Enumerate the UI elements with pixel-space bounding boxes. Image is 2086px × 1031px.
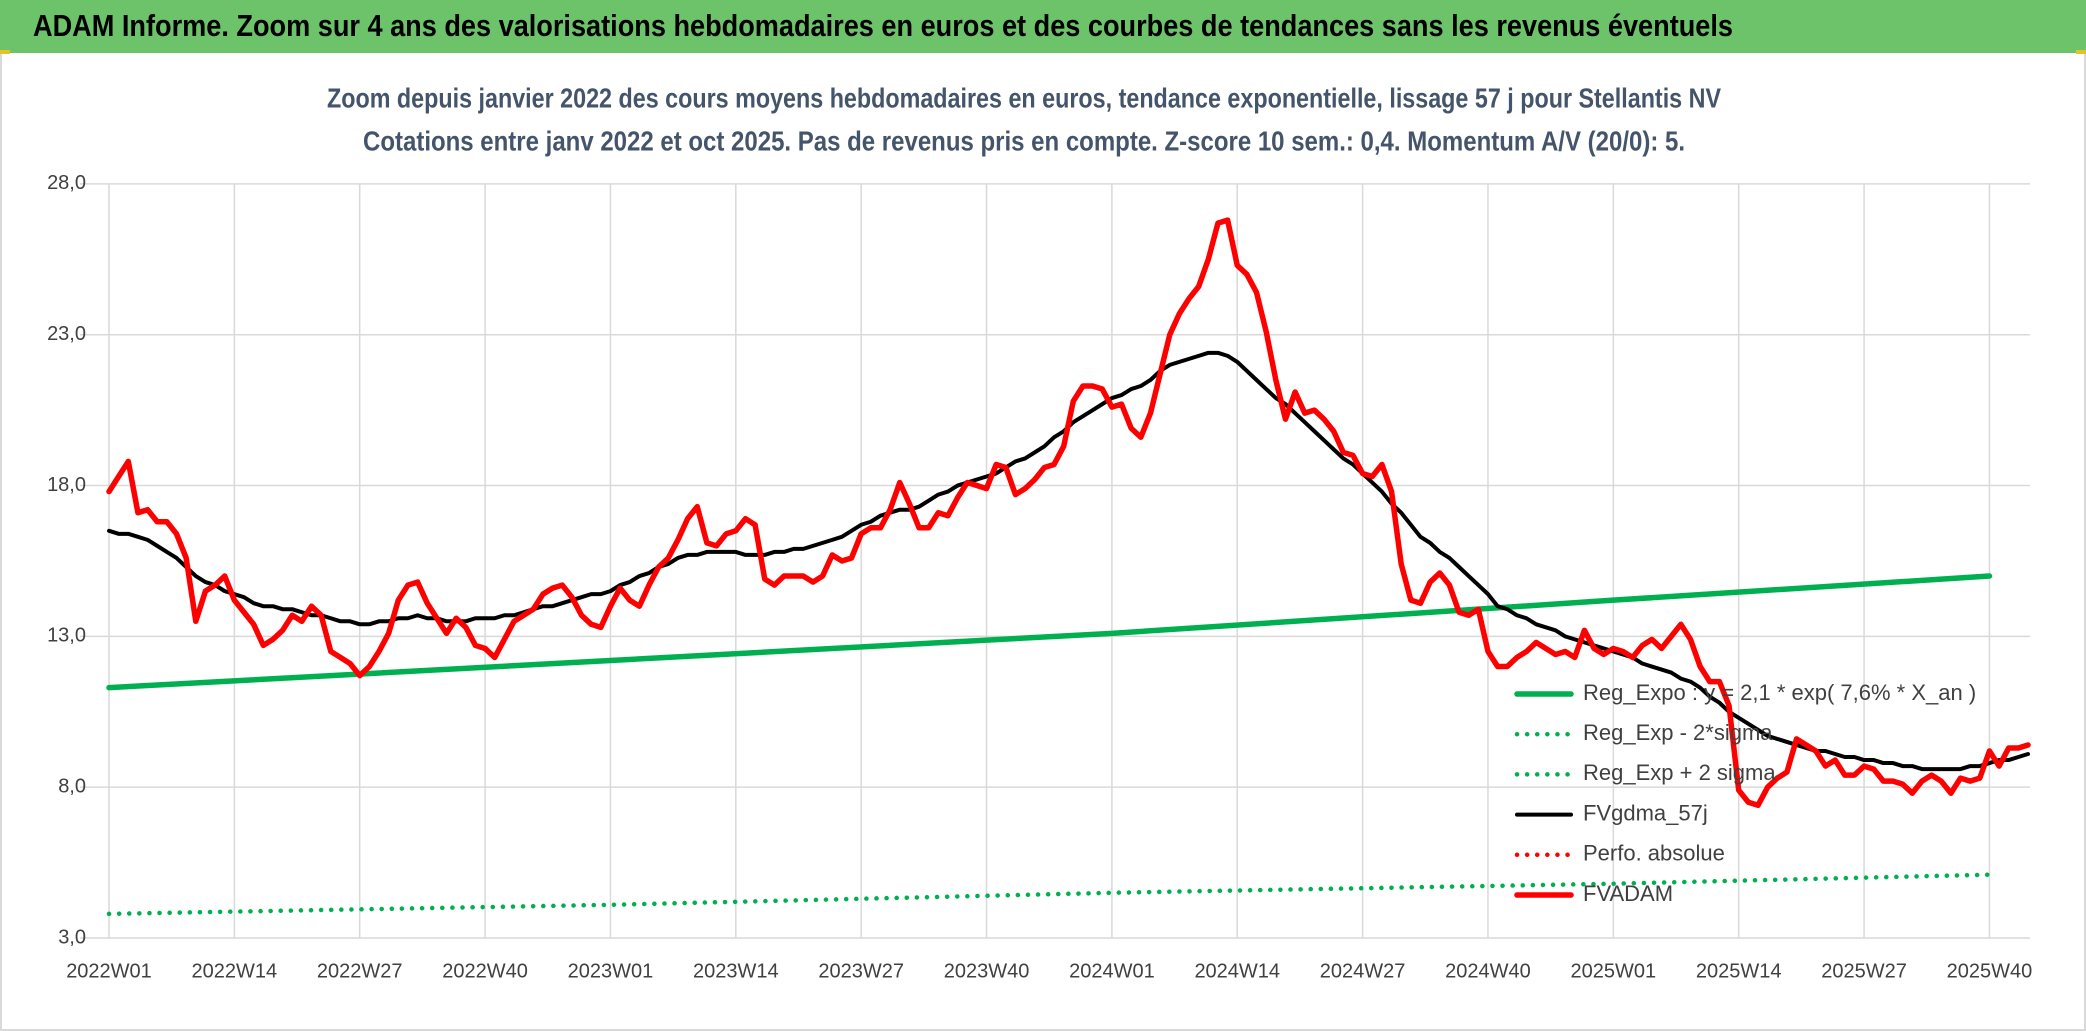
x-tick-label: 2024W40 <box>1445 960 1531 982</box>
legend: Reg_Expo : y = 2,1 * exp( 7,6% * X_an ) R… <box>1514 680 1976 906</box>
legend-label: Perfo. absolue <box>1583 841 1725 866</box>
legend-label: Reg_Exp - 2*sigma <box>1583 720 1773 745</box>
x-tick-label: 2024W14 <box>1194 960 1280 982</box>
x-tick-label: 2024W27 <box>1320 960 1406 982</box>
x-tick-label: 2022W40 <box>442 960 528 982</box>
x-tick-label: 2022W01 <box>66 960 152 982</box>
header-banner <box>0 0 2086 53</box>
banner-corner <box>2076 50 2086 54</box>
axes: 3,0 8,0 13,0 18,0 23,0 28,0 2022W01 2022W14 2022… <box>47 172 2032 982</box>
chart-subtitle: Cotations entre janv 2022 et oct 2025. P… <box>363 125 1685 156</box>
x-tick-label: 2023W01 <box>568 960 654 982</box>
x-tick-label: 2023W14 <box>693 960 779 982</box>
chart-title: Zoom depuis janvier 2022 des cours moyen… <box>327 82 1721 113</box>
series-line <box>106 872 1992 917</box>
x-tick-label: 2025W27 <box>1821 960 1907 982</box>
header-title: ADAM Informe. Zoom sur 4 ans des valoris… <box>33 8 1733 43</box>
x-tick-label: 2022W27 <box>317 960 403 982</box>
subtitle-box <box>326 77 1747 166</box>
x-tick-label: 2022W14 <box>192 960 278 982</box>
y-tick-label: 13,0 <box>47 625 86 647</box>
y-tick-label: 3,0 <box>58 926 86 948</box>
y-tick-label: 23,0 <box>47 323 86 345</box>
legend-label: FVADAM <box>1583 881 1673 906</box>
x-tick-label: 2023W40 <box>944 960 1030 982</box>
y-tick-label: 18,0 <box>47 474 86 496</box>
x-tick-label: 2025W40 <box>1947 960 2033 982</box>
x-tick-label: 2025W01 <box>1571 960 1657 982</box>
plot-area <box>106 217 2031 917</box>
x-tick-label: 2023W27 <box>818 960 904 982</box>
series-line <box>106 217 2031 809</box>
legend-label: Reg_Exp + 2 sigma <box>1583 760 1776 785</box>
series-line <box>106 573 1993 691</box>
x-tick-label: 2025W14 <box>1696 960 1782 982</box>
y-tick-label: 8,0 <box>58 775 86 797</box>
legend-label: FVgdma_57j <box>1583 800 1708 825</box>
y-tick-label: 28,0 <box>47 172 86 194</box>
x-tick-label: 2024W01 <box>1069 960 1155 982</box>
grid <box>80 183 2030 939</box>
legend-label: Reg_Expo : y = 2,1 * exp( 7,6% * X_an ) <box>1583 680 1976 705</box>
banner-corner <box>0 50 10 54</box>
